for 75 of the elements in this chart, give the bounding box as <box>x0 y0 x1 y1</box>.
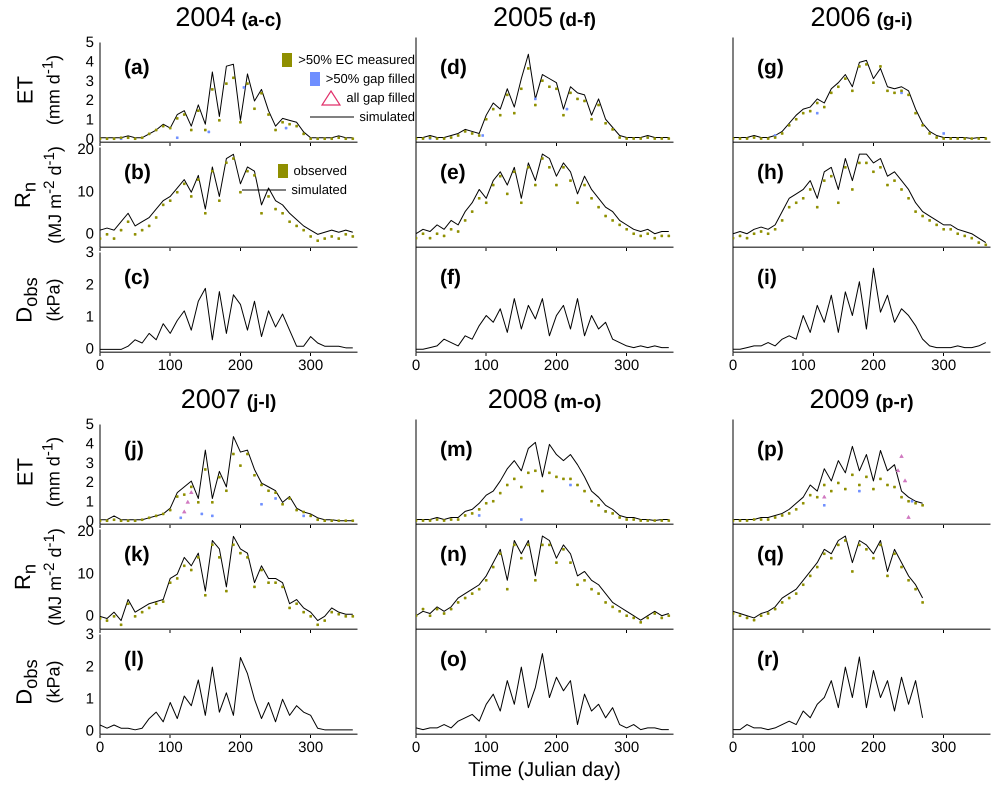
x-tick-label: 300 <box>931 739 956 756</box>
annotation: (b) <box>124 161 151 185</box>
x-tick-label: 200 <box>228 357 253 374</box>
annotation: (d) <box>440 56 467 80</box>
annotation: (i) <box>757 266 777 290</box>
annotation: (q) <box>757 543 784 567</box>
x-tick-label: 0 <box>728 357 738 374</box>
y-tick-label: 0 <box>86 722 94 740</box>
x-tick-label: 100 <box>790 739 816 756</box>
y-tick-label: 1 <box>86 308 94 326</box>
annotation: (n) <box>440 543 467 567</box>
y-tick-label: 5 <box>86 416 94 434</box>
x-tick-label: 100 <box>474 357 499 374</box>
x-tick-label: 0 <box>412 739 420 756</box>
chart-title: 2007 (j-l) <box>180 384 276 414</box>
legend-label: >50% gap filled <box>326 71 415 86</box>
x-tick-label: 300 <box>931 357 956 374</box>
chart-title: 2005 (d-f) <box>493 2 596 32</box>
annotation: (f) <box>440 266 461 290</box>
y-tick-label: 10 <box>77 565 94 582</box>
y-tick-label: 4 <box>86 435 94 452</box>
annotation: (o) <box>440 648 467 672</box>
annotation: (m) <box>440 438 473 462</box>
y-tick-label: 3 <box>86 244 94 262</box>
annotation: (g) <box>757 56 784 80</box>
y-tick-label: 3 <box>86 454 94 472</box>
y-tick-label: 4 <box>86 53 94 70</box>
annotation: (a) <box>124 56 150 80</box>
y-tick-label: 1 <box>86 690 94 708</box>
y-tick-label: 2 <box>86 276 94 294</box>
x-tick-label: 100 <box>158 739 183 756</box>
legend-label: simulated <box>291 182 347 197</box>
y-tick-label: 2 <box>86 658 94 676</box>
y-tick-label: 2 <box>86 474 94 492</box>
annotation: (h) <box>757 161 784 185</box>
y-tick-label: 10 <box>77 183 94 200</box>
chart-title: 2009 (p-r) <box>809 384 914 414</box>
y-tick-label: 0 <box>86 340 94 358</box>
y-tick-label: 0 <box>86 608 94 624</box>
annotation: (p) <box>757 438 784 462</box>
y-tick-label: 1 <box>86 493 94 510</box>
annotation: (k) <box>124 543 150 567</box>
x-tick-label: 100 <box>790 357 816 374</box>
annotation: (r) <box>757 648 780 672</box>
annotation: (j) <box>124 438 144 462</box>
x-tick-label: 200 <box>228 739 253 756</box>
y-tick-label: 3 <box>86 72 94 90</box>
y-tick-label: 3 <box>86 626 94 644</box>
x-tick-label: 200 <box>544 357 569 374</box>
y-tick-label: 1 <box>86 111 94 128</box>
x-tick-label: 300 <box>614 739 640 756</box>
x-tick-label: 200 <box>860 739 886 756</box>
y-tick-label: 5 <box>86 34 94 52</box>
chart-title: 2006 (g-i) <box>810 2 912 32</box>
annotation: (c) <box>124 266 150 290</box>
chart-title: 2008 (m-o) <box>488 384 602 414</box>
x-tick-label: 100 <box>158 357 183 374</box>
x-tick-label: 300 <box>614 357 640 374</box>
x-tick-label: 300 <box>298 357 324 374</box>
legend-label: simulated <box>359 109 415 124</box>
legend-label: >50% EC measured <box>298 52 415 67</box>
legend-label: all gap filled <box>346 90 415 105</box>
x-tick-label: 0 <box>728 739 738 756</box>
chart-title: 2004 (a-c) <box>175 2 282 32</box>
x-axis-title: Time (Julian day) <box>468 759 621 782</box>
x-tick-label: 100 <box>474 739 499 756</box>
y-tick-label: 0 <box>86 226 94 242</box>
x-tick-label: 200 <box>544 739 569 756</box>
x-tick-label: 200 <box>860 357 886 374</box>
x-tick-label: 0 <box>412 357 420 374</box>
legend-label: observed <box>294 163 347 178</box>
annotation: (e) <box>440 161 466 185</box>
x-tick-label: 300 <box>298 739 324 756</box>
annotation: (l) <box>124 648 144 672</box>
y-tick-label: 2 <box>86 92 94 110</box>
